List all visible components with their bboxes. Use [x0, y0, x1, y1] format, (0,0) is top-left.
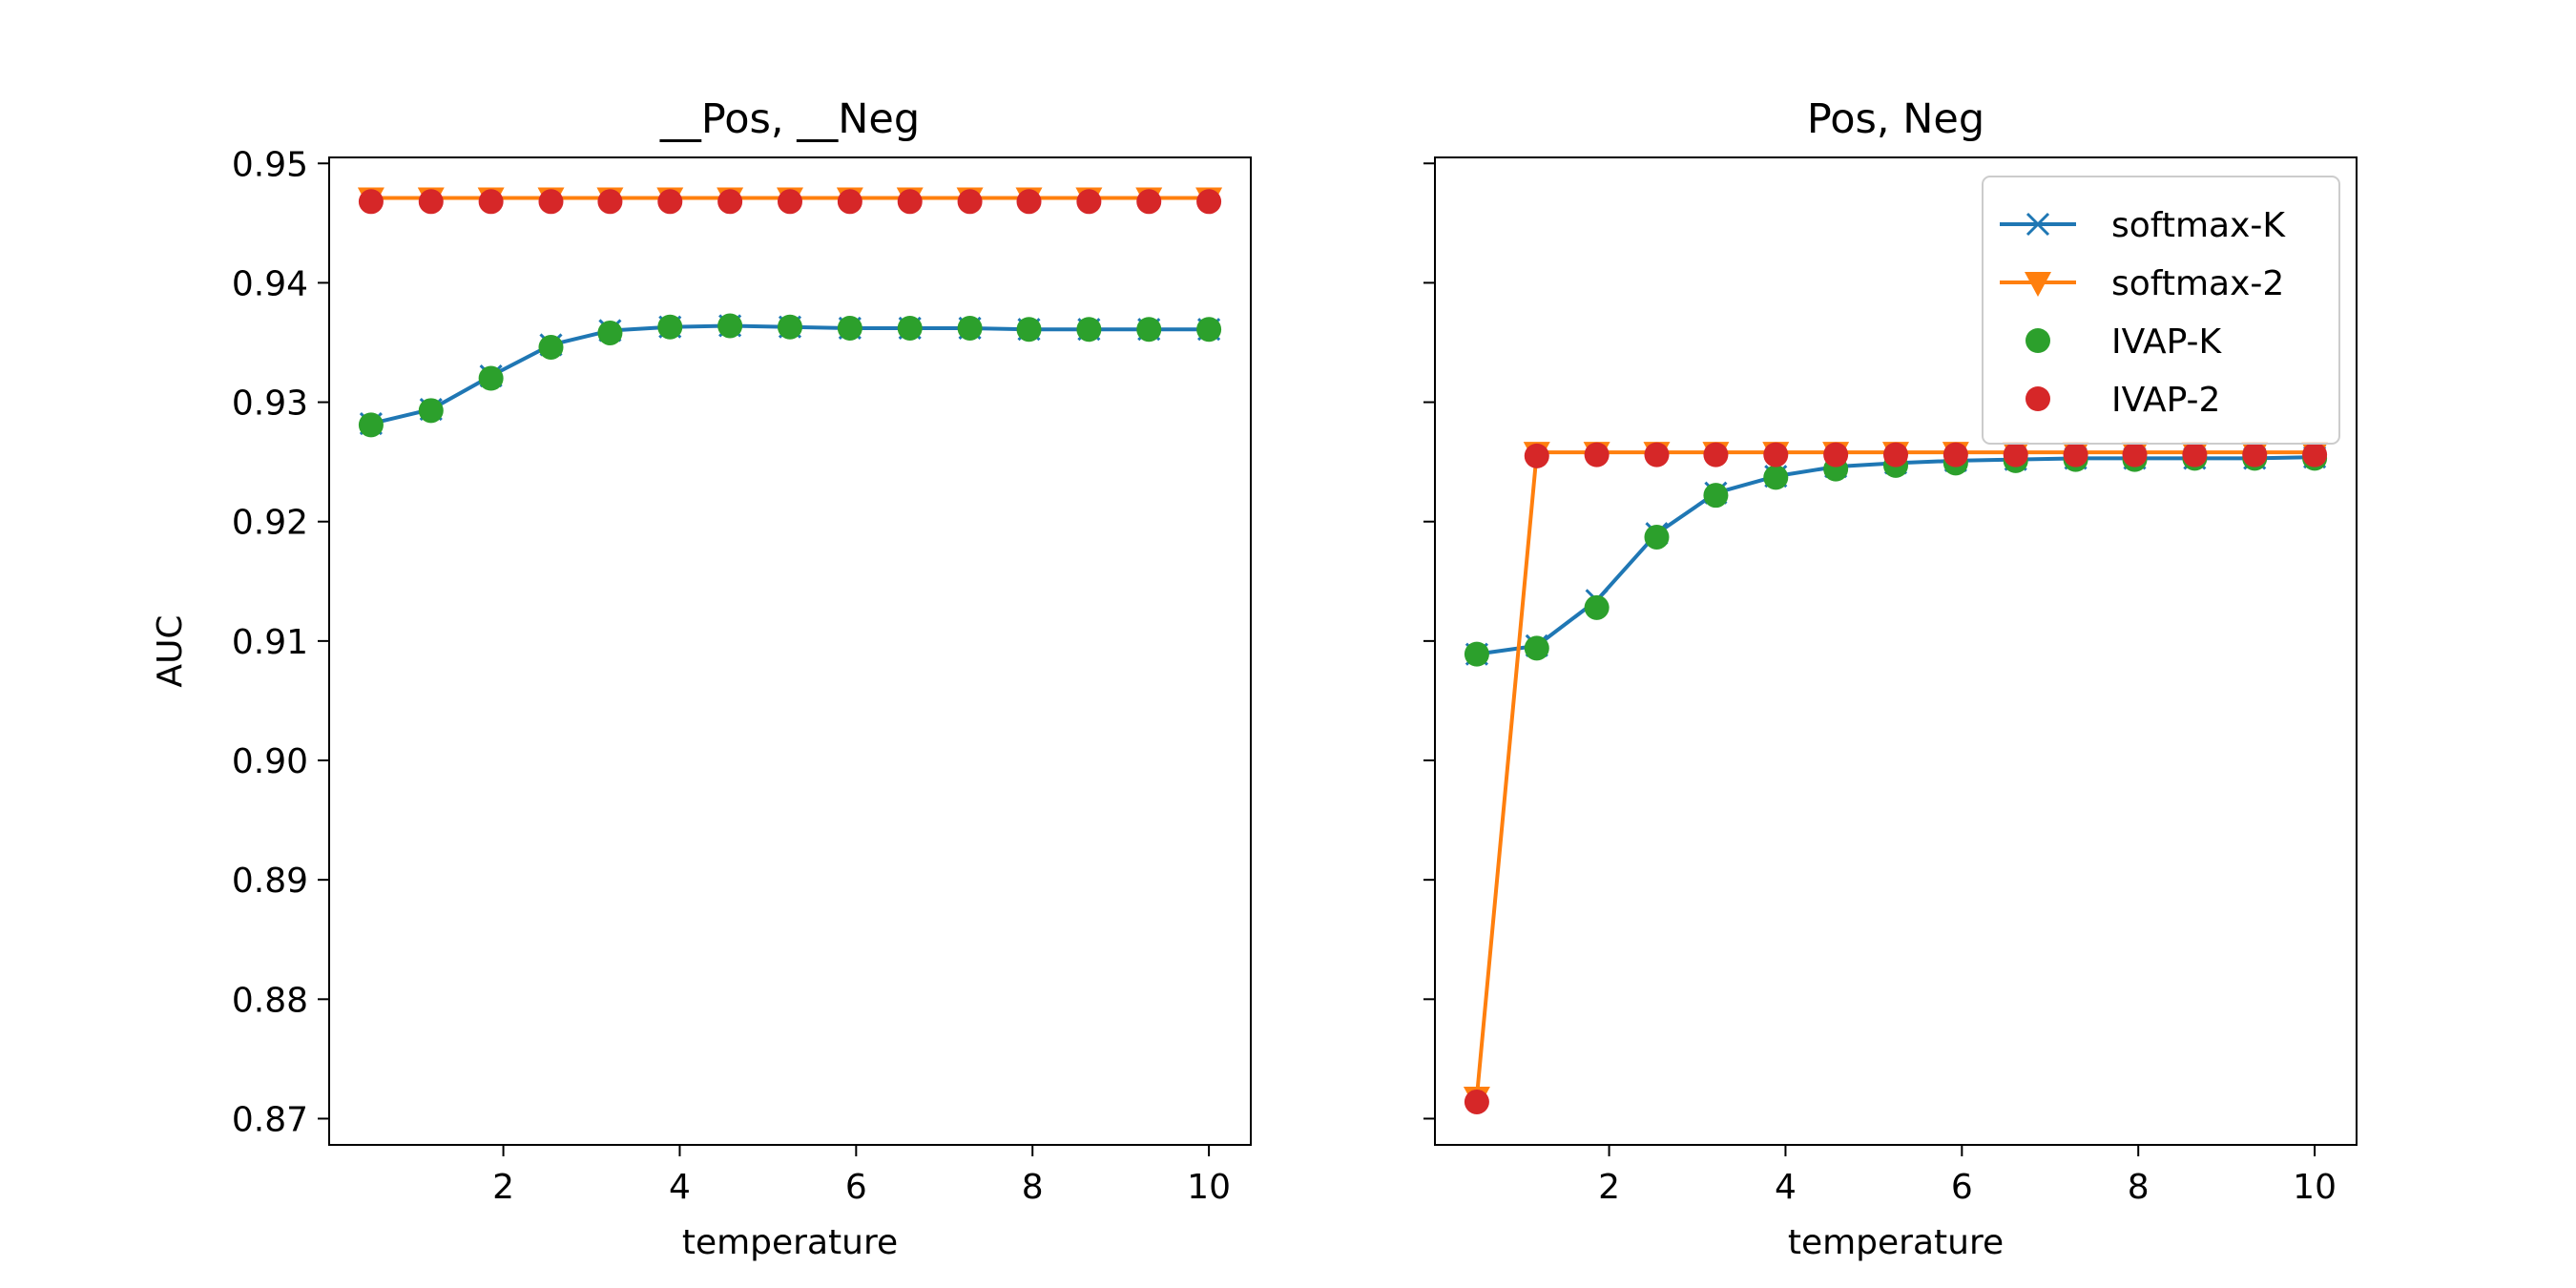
data-point-ivap-2 [717, 189, 743, 215]
x-tick-label: 2 [492, 1168, 514, 1207]
plot-frame [1434, 156, 2358, 1146]
data-point-ivap-2 [1464, 1089, 1489, 1114]
panel-title: Pos, Neg [1807, 95, 1984, 143]
data-point-ivap-k [1136, 317, 1162, 343]
legend-marker-softmax-k [2025, 212, 2050, 237]
data-point-ivap-k [597, 320, 623, 345]
data-point-ivap-k [478, 365, 504, 391]
x-tick-label: 4 [669, 1168, 691, 1207]
legend-label-softmax-2: softmax-2 [2111, 264, 2284, 303]
y-tick-label: 0.91 [232, 623, 308, 662]
x-tick-label: 4 [1775, 1168, 1797, 1207]
series-group [357, 187, 1223, 438]
data-point-ivap-2 [897, 189, 923, 215]
data-point-ivap-k [657, 314, 683, 340]
data-point-ivap-2 [1883, 442, 1908, 467]
data-point-ivap-2 [2063, 442, 2088, 467]
data-point-ivap-2 [2242, 442, 2268, 467]
left-panel: 2 4 6 8 10 0.87 0.88 0.89 0.90 0.91 0.92 0.93 0.94 0.… [151, 95, 1252, 1262]
data-point-ivap-2 [1196, 189, 1222, 215]
y-tick-label: 0.95 [232, 145, 308, 184]
x-axis-label: temperature [682, 1223, 898, 1262]
data-point-ivap-2 [1524, 443, 1549, 468]
data-point-ivap-k [1464, 641, 1489, 667]
data-point-ivap-k [897, 315, 923, 341]
legend-item-softmax-k: softmax-K [2000, 206, 2286, 245]
data-point-ivap-2 [1703, 442, 1729, 467]
series-group [1463, 442, 2329, 1114]
data-point-ivap-2 [1136, 189, 1162, 215]
plot-frame [328, 156, 1252, 1146]
data-point-ivap-k [1524, 635, 1549, 661]
y-tick-label: 0.88 [232, 981, 308, 1020]
y-tick-label: 0.92 [232, 504, 308, 543]
data-point-ivap-k [538, 334, 564, 360]
data-point-ivap-2 [1942, 442, 1968, 467]
legend-marker-ivap-2 [2025, 386, 2050, 411]
data-point-ivap-2 [2122, 442, 2148, 467]
y-tick-label: 0.89 [232, 862, 308, 901]
x-tick-label: 10 [2293, 1168, 2337, 1207]
legend-label-softmax-k: softmax-K [2111, 206, 2286, 245]
legend-box [1982, 176, 2340, 445]
data-point-ivap-2 [1823, 442, 1849, 467]
data-point-ivap-k [1076, 317, 1102, 343]
data-point-ivap-2 [2003, 442, 2028, 467]
data-point-ivap-2 [1763, 442, 1789, 467]
legend-item-softmax-2: softmax-2 [2000, 264, 2284, 303]
legend: softmax-K softmax-2 IVAP-K IVAP-2 [1982, 176, 2340, 445]
data-point-ivap-2 [1076, 189, 1102, 215]
data-point-ivap-k [1016, 317, 1042, 343]
panel-title: __Pos, __Neg [659, 95, 920, 143]
x-tick-label: 8 [2128, 1168, 2150, 1207]
data-point-ivap-2 [1016, 189, 1042, 215]
data-point-ivap-k [957, 315, 983, 341]
legend-label-ivap-2: IVAP-2 [2111, 381, 2220, 420]
y-axis-label: AUC [151, 614, 190, 687]
legend-marker-ivap-k [2025, 328, 2050, 353]
legend-label-ivap-k: IVAP-K [2111, 322, 2222, 362]
data-point-ivap-2 [957, 189, 983, 215]
data-point-ivap-2 [837, 189, 862, 215]
data-point-ivap-k [717, 313, 743, 339]
data-point-ivap-2 [2302, 442, 2328, 467]
data-point-ivap-k [358, 412, 384, 438]
data-point-ivap-k [1703, 483, 1729, 509]
data-point-ivap-2 [538, 189, 564, 215]
data-point-ivap-k [1644, 524, 1670, 550]
legend-item-ivap-k: IVAP-K [2025, 322, 2222, 362]
data-point-ivap-k [418, 398, 444, 424]
data-point-ivap-2 [358, 189, 384, 215]
legend-marker-softmax-2 [2025, 272, 2051, 297]
plot-area [329, 157, 1251, 1145]
data-point-ivap-k [1763, 465, 1789, 490]
x-tick-label: 10 [1187, 1168, 1231, 1207]
x-tick-label: 2 [1598, 1168, 1620, 1207]
data-point-ivap-k [837, 315, 862, 341]
y-tick-label: 0.93 [232, 384, 308, 424]
data-point-ivap-2 [1644, 442, 1670, 467]
data-point-ivap-k [1584, 594, 1610, 620]
y-tick-label: 0.90 [232, 742, 308, 781]
data-point-ivap-2 [2182, 442, 2208, 467]
data-point-ivap-k [778, 314, 802, 340]
data-point-ivap-2 [478, 189, 504, 215]
data-point-ivap-2 [418, 189, 444, 215]
legend-item-ivap-2: IVAP-2 [2025, 381, 2220, 420]
data-point-ivap-2 [1584, 442, 1610, 467]
y-tick-label: 0.94 [232, 264, 308, 303]
data-point-ivap-2 [657, 189, 683, 215]
data-point-ivap-2 [597, 189, 623, 215]
x-tick-label: 6 [1951, 1168, 1973, 1207]
x-tick-label: 8 [1022, 1168, 1044, 1207]
x-axis-label: temperature [1788, 1223, 2004, 1262]
data-point-ivap-k [1196, 317, 1222, 343]
x-tick-label: 6 [845, 1168, 867, 1207]
y-tick-label: 0.87 [232, 1100, 308, 1139]
data-point-ivap-2 [778, 189, 802, 215]
